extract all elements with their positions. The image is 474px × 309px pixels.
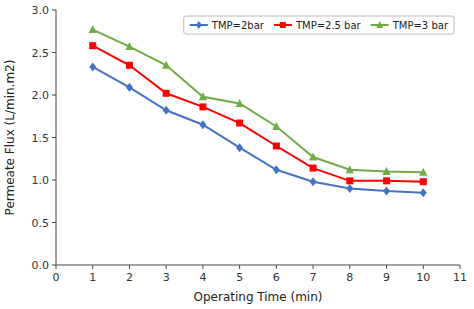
data-point: [346, 177, 353, 184]
x-tick-label: 11: [453, 271, 467, 284]
legend-marker: [376, 21, 383, 28]
data-point: [199, 103, 206, 110]
y-tick-label: 0.0: [32, 259, 50, 272]
x-tick-label: 1: [89, 271, 96, 284]
x-tick-label: 4: [199, 271, 206, 284]
y-tick: [52, 265, 56, 266]
x-tick: [349, 265, 350, 269]
data-point: [310, 177, 317, 186]
data-point: [272, 122, 280, 130]
x-tick-label: 7: [310, 271, 317, 284]
axes: 0 1 2 3 4 5 6 7 8 9 10 11 0.0 0.5 1.0 1.5 2.0 2.5 3.0: [32, 4, 468, 284]
plot-area: [89, 25, 428, 197]
legend-marker: [280, 22, 286, 28]
x-tick-label: 0: [53, 271, 60, 284]
data-point: [126, 83, 133, 92]
x-tick: [423, 265, 424, 269]
data-point: [309, 153, 317, 161]
x-tick-label: 3: [163, 271, 170, 284]
x-tick-label: 10: [416, 271, 430, 284]
x-tick: [276, 265, 277, 269]
data-point: [346, 184, 353, 193]
data-point: [310, 165, 317, 172]
x-axis-label: Operating Time (min): [194, 290, 323, 304]
series-line: [93, 30, 424, 173]
series-line: [93, 46, 424, 182]
y-axis-label: Permeate Flux (L/min.m2): [3, 60, 17, 216]
data-point: [89, 42, 96, 49]
x-tick-label: 8: [346, 271, 353, 284]
x-tick-label: 2: [126, 271, 133, 284]
x-tick-label: 9: [383, 271, 390, 284]
legend-label: TMP=2bar: [211, 20, 265, 31]
y-tick: [52, 137, 56, 138]
series: [89, 62, 427, 197]
y-tick: [52, 52, 56, 53]
legend-box: [184, 16, 454, 34]
legend: TMP=2bar TMP=2.5 bar TMP=3 bar: [184, 16, 454, 34]
x-tick: [313, 265, 314, 269]
x-tick: [166, 265, 167, 269]
data-point: [126, 62, 133, 69]
data-point: [236, 143, 243, 152]
data-point: [383, 177, 390, 184]
y-tick-label: 0.5: [32, 217, 50, 230]
x-tick: [202, 265, 203, 269]
series-line: [93, 67, 424, 193]
legend-marker: [196, 21, 202, 29]
x-tick: [92, 265, 93, 269]
x-tick: [129, 265, 130, 269]
data-point: [89, 62, 96, 71]
legend-item: TMP=3 bar: [371, 20, 449, 31]
data-point: [236, 120, 243, 127]
chart: 0 1 2 3 4 5 6 7 8 9 10 11 0.0 0.5 1.0 1.5 2.0 2.5 3.0 Opera…: [0, 0, 474, 309]
y-tick-label: 1.5: [32, 132, 50, 145]
y-tick-label: 2.0: [32, 89, 50, 102]
legend-item: TMP=2.5 bar: [274, 20, 362, 31]
data-point: [420, 178, 427, 185]
x-tick: [460, 265, 461, 269]
series: [89, 42, 427, 185]
data-point: [383, 187, 390, 196]
series: [89, 25, 428, 176]
data-point: [419, 168, 427, 176]
y-tick-label: 3.0: [32, 4, 50, 17]
data-point: [346, 165, 354, 173]
chart-container: 0 1 2 3 4 5 6 7 8 9 10 11 0.0 0.5 1.0 1.5 2.0 2.5 3.0 Opera…: [0, 0, 474, 309]
y-tick: [52, 10, 56, 11]
data-point: [273, 143, 280, 150]
y-tick-label: 1.0: [32, 174, 50, 187]
x-tick: [56, 265, 57, 269]
y-tick: [52, 95, 56, 96]
legend-label: TMP=2.5 bar: [295, 20, 362, 31]
x-tick: [239, 265, 240, 269]
data-point: [162, 61, 170, 69]
x-tick-label: 6: [273, 271, 280, 284]
y-tick-label: 2.5: [32, 47, 50, 60]
data-point: [89, 25, 97, 33]
data-point: [199, 120, 206, 129]
y-tick: [52, 180, 56, 181]
data-point: [199, 92, 207, 100]
data-point: [163, 106, 170, 115]
data-point: [382, 167, 390, 175]
data-point: [273, 165, 280, 174]
y-tick: [52, 222, 56, 223]
data-point: [420, 188, 427, 197]
legend-label: TMP=3 bar: [392, 20, 449, 31]
data-point: [163, 90, 170, 97]
data-point: [125, 42, 133, 50]
x-axis-line: [56, 265, 460, 266]
legend-item: TMP=2bar: [190, 20, 265, 31]
x-tick: [386, 265, 387, 269]
x-tick-label: 5: [236, 271, 243, 284]
data-point: [235, 99, 243, 107]
